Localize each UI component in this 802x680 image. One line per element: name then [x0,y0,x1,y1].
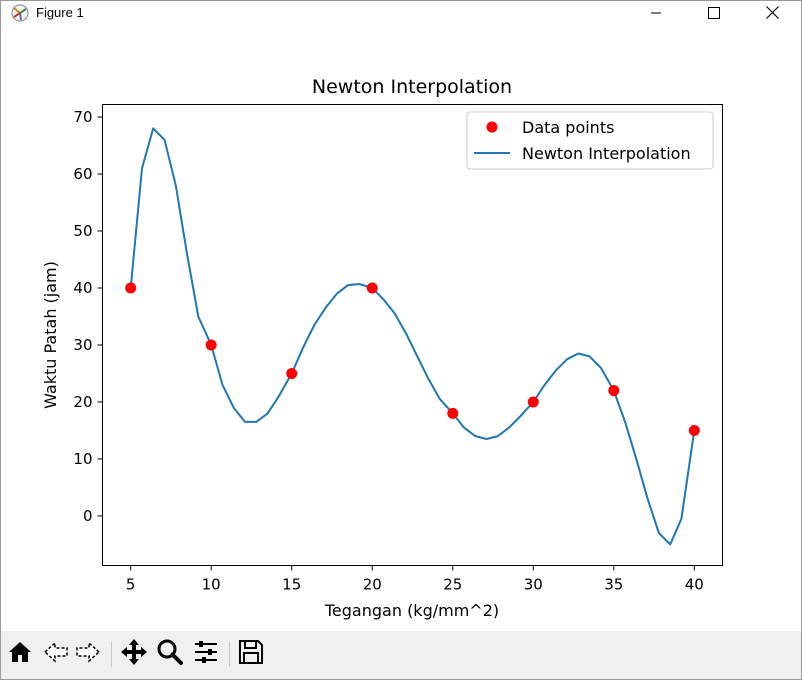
forward-button[interactable] [73,639,103,669]
x-tick-label: 25 [443,576,462,594]
chart-title: Newton Interpolation [312,76,512,98]
zoom-button[interactable] [155,639,185,669]
newton-interpolation-line [129,127,696,546]
legend-label-data-points: Data points [522,118,614,137]
back-button[interactable] [41,639,71,669]
back-arrow-icon [42,639,70,669]
zoom-icon [156,638,184,670]
y-axis: 0 10 20 30 40 50 60 70 [73,108,103,525]
y-tick-label: 60 [73,165,92,183]
x-tick-label: 30 [524,576,543,594]
navigation-toolbar [1,631,801,679]
data-point [447,407,459,419]
close-icon [765,4,779,23]
legend: Data points Newton Interpolation [466,111,714,170]
y-tick-label: 10 [73,450,92,468]
home-button[interactable] [5,639,35,669]
data-point [205,339,217,351]
y-tick-label: 20 [73,393,92,411]
sliders-icon [193,639,219,669]
x-tick-label: 5 [126,576,136,594]
plot-layer [125,127,700,546]
y-tick-label: 30 [73,336,92,354]
home-icon [7,639,33,669]
y-tick-label: 0 [83,507,93,525]
y-tick-label: 50 [73,222,92,240]
save-button[interactable] [236,639,266,669]
maximize-button[interactable] [685,1,743,25]
data-point [608,385,620,397]
figure-canvas[interactable]: Newton Interpolation 5 10 15 20 25 30 35 40 0 10… [1,25,801,631]
x-tick-label: 20 [363,576,382,594]
legend-box [466,111,714,170]
toolbar-separator [229,641,230,667]
x-axis: 5 10 15 20 25 30 35 40 [126,565,704,594]
legend-marker-data-points [486,121,498,133]
data-point [688,424,700,436]
data-point [366,282,378,294]
title-bar: Figure 1 [1,1,801,25]
y-tick-label: 70 [73,108,92,126]
data-point [286,367,298,379]
y-tick-label: 40 [73,279,92,297]
legend-label-newton: Newton Interpolation [522,144,691,163]
chart-svg: Newton Interpolation 5 10 15 20 25 30 35 40 0 10… [41,76,723,620]
save-icon [238,639,264,669]
configure-subplots-button[interactable] [191,639,221,669]
x-tick-label: 40 [685,576,704,594]
close-button[interactable] [743,1,801,25]
minimize-icon [650,4,662,23]
x-tick-label: 35 [604,576,623,594]
move-icon [120,638,148,670]
window-title: Figure 1 [36,5,84,20]
data-point [527,396,539,408]
y-axis-label: Waktu Patah (jam) [41,261,60,409]
x-axis-label: Tegangan (kg/mm^2) [324,601,499,620]
forward-arrow-icon [74,639,102,669]
axes-frame [102,104,723,566]
minimize-button[interactable] [627,1,685,25]
maximize-icon [708,4,720,23]
toolbar-separator [111,641,112,667]
x-tick-label: 15 [282,576,301,594]
x-tick-label: 10 [202,576,221,594]
data-point [125,282,137,294]
matplotlib-figure-icon [11,4,29,22]
pan-button[interactable] [119,639,149,669]
